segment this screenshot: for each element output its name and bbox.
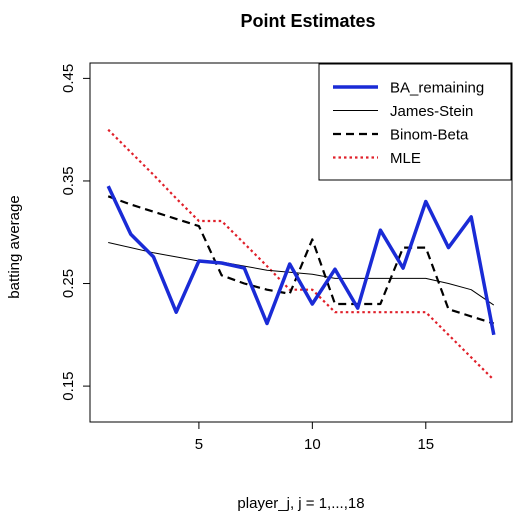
x-tick-label: 5 [195,436,203,453]
y-axis: 0.15 0.25 0.35 0.45 [60,64,91,401]
series-line-james-stein [108,242,495,306]
x-axis-label: player_j, j = 1,...,18 [237,495,364,512]
series-line-binom-beta [107,195,495,325]
legend-label: MLE [390,150,421,167]
y-tick-label: 0.35 [60,166,77,195]
legend-label: BA_remaining [390,80,484,97]
series-lines [106,128,496,381]
x-axis: 5 10 15 [195,421,434,453]
y-axis-label: batting average [6,195,23,298]
x-tick-label: 15 [417,436,434,453]
legend-label: Binom-Beta [390,127,469,144]
series-line-ba-remaining [106,185,496,336]
legend: BA_remaining James-Stein Binom-Beta MLE [318,63,512,181]
chart-title: Point Estimates [240,11,375,31]
y-tick-label: 0.15 [60,371,77,400]
legend-label: James-Stein [390,103,473,120]
legend-box [318,63,512,181]
y-tick-label: 0.25 [60,269,77,298]
series-line-mle [107,128,495,381]
y-tick-label: 0.45 [60,64,77,93]
x-tick-label: 10 [304,436,321,453]
